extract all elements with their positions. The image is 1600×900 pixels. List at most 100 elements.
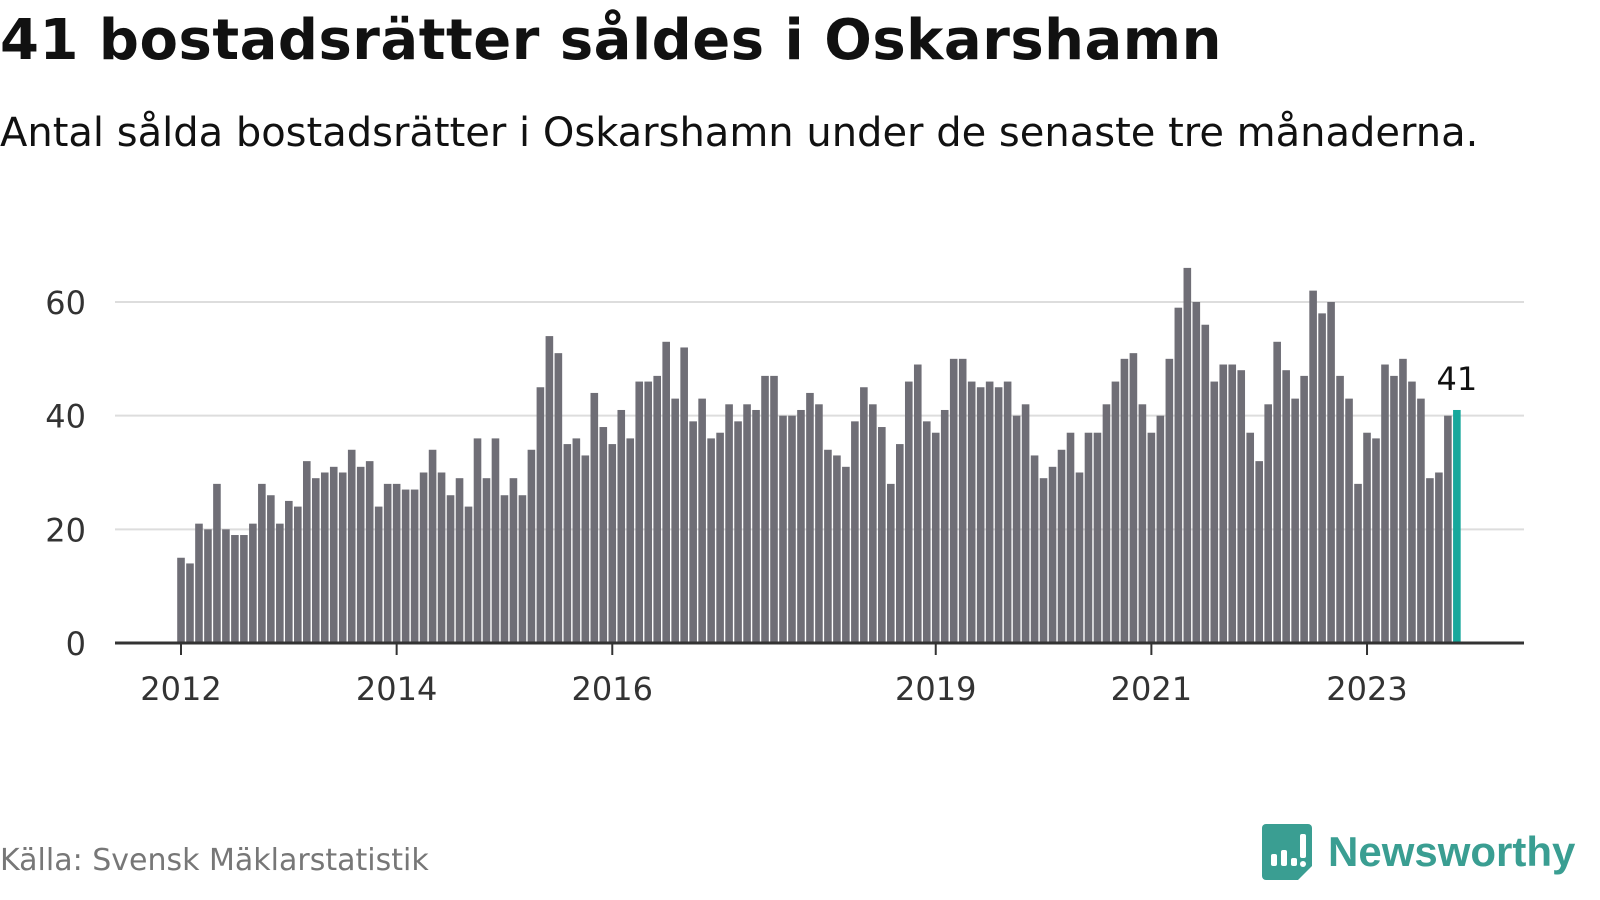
bar bbox=[761, 375, 769, 643]
bar bbox=[1309, 290, 1317, 643]
bar bbox=[572, 438, 581, 643]
bar bbox=[1228, 364, 1237, 643]
bar bbox=[1435, 472, 1443, 643]
bar bbox=[1066, 432, 1075, 643]
x-tick-label: 2021 bbox=[1111, 670, 1192, 708]
bar bbox=[1093, 432, 1102, 643]
bar bbox=[500, 495, 509, 643]
bar bbox=[1318, 313, 1326, 643]
bar bbox=[734, 421, 742, 643]
bar bbox=[806, 392, 814, 643]
y-tick-label: 60 bbox=[45, 284, 86, 322]
bar bbox=[1129, 353, 1138, 643]
bar bbox=[1255, 461, 1263, 643]
bar bbox=[752, 409, 760, 643]
bar bbox=[878, 427, 886, 643]
bar bbox=[922, 421, 931, 643]
bar bbox=[1426, 478, 1434, 643]
bar bbox=[1363, 432, 1371, 643]
bar bbox=[213, 483, 221, 643]
bar bbox=[302, 461, 311, 643]
bar bbox=[1417, 398, 1425, 643]
bar bbox=[913, 364, 922, 643]
bar bbox=[249, 523, 257, 643]
bar bbox=[1039, 478, 1048, 643]
bar bbox=[1336, 375, 1344, 643]
y-tick-label: 20 bbox=[45, 511, 86, 549]
bar bbox=[931, 432, 940, 643]
bar bbox=[940, 409, 949, 643]
bar bbox=[195, 523, 203, 643]
bar bbox=[869, 404, 877, 643]
bar bbox=[222, 529, 230, 643]
bar bbox=[536, 387, 545, 643]
bar bbox=[1381, 364, 1389, 643]
bar bbox=[590, 392, 599, 643]
bar bbox=[294, 506, 302, 643]
source-note: Källa: Svensk Mäklarstatistik bbox=[0, 843, 429, 878]
bar bbox=[428, 449, 437, 643]
bar bbox=[617, 409, 626, 643]
bar bbox=[698, 398, 706, 643]
bar bbox=[1291, 398, 1299, 643]
page-subtitle: Antal sålda bostadsrätter i Oskarshamn u… bbox=[0, 110, 1479, 156]
bar bbox=[958, 358, 967, 643]
bar bbox=[1408, 381, 1416, 643]
bar bbox=[186, 563, 194, 643]
bar bbox=[833, 455, 841, 643]
bar bbox=[1003, 381, 1012, 643]
bar bbox=[177, 557, 185, 643]
bar bbox=[374, 506, 383, 643]
bar bbox=[437, 472, 446, 643]
bar bbox=[1444, 415, 1452, 643]
bar bbox=[985, 381, 994, 643]
page-title: 41 bostadsrätter såldes i Oskarshamn bbox=[0, 8, 1223, 73]
bar bbox=[967, 381, 976, 643]
bar bbox=[1120, 358, 1129, 643]
bar bbox=[509, 478, 518, 643]
bar bbox=[608, 444, 617, 643]
bar bbox=[680, 347, 688, 643]
bar bbox=[482, 478, 491, 643]
bar bbox=[410, 489, 419, 643]
bar bbox=[860, 387, 868, 643]
bar bbox=[770, 375, 778, 643]
bar bbox=[635, 381, 644, 643]
bar bbox=[446, 495, 455, 643]
bar bbox=[365, 461, 374, 643]
bar bbox=[563, 444, 572, 643]
bar bbox=[545, 336, 554, 643]
bar bbox=[904, 381, 913, 643]
bar bbox=[276, 523, 284, 643]
x-tick-label: 2012 bbox=[140, 670, 221, 708]
bar bbox=[788, 415, 796, 643]
bar bbox=[240, 535, 248, 643]
highlight-bar bbox=[1453, 409, 1461, 643]
bar bbox=[1138, 404, 1147, 643]
bar bbox=[1048, 466, 1057, 643]
bar bbox=[554, 353, 563, 643]
bar bbox=[258, 483, 266, 643]
bar bbox=[1057, 449, 1066, 643]
bar bbox=[653, 375, 662, 643]
bar bbox=[1165, 358, 1174, 643]
bar bbox=[356, 466, 365, 643]
bar bbox=[267, 495, 275, 643]
bar bbox=[725, 404, 733, 643]
x-tick-label: 2019 bbox=[895, 670, 976, 708]
bar bbox=[1237, 370, 1246, 643]
bar bbox=[1390, 375, 1398, 643]
bar bbox=[1075, 472, 1084, 643]
bar bbox=[707, 438, 715, 643]
bar bbox=[231, 535, 239, 643]
bar bbox=[1210, 381, 1219, 643]
bar bbox=[1147, 432, 1156, 643]
bar bbox=[383, 483, 392, 643]
chart-logo-icon bbox=[1262, 824, 1312, 880]
bar bbox=[1345, 398, 1353, 643]
bar bbox=[1246, 432, 1255, 643]
bar bbox=[599, 427, 608, 643]
bar bbox=[1174, 307, 1183, 643]
bar bbox=[491, 438, 500, 643]
